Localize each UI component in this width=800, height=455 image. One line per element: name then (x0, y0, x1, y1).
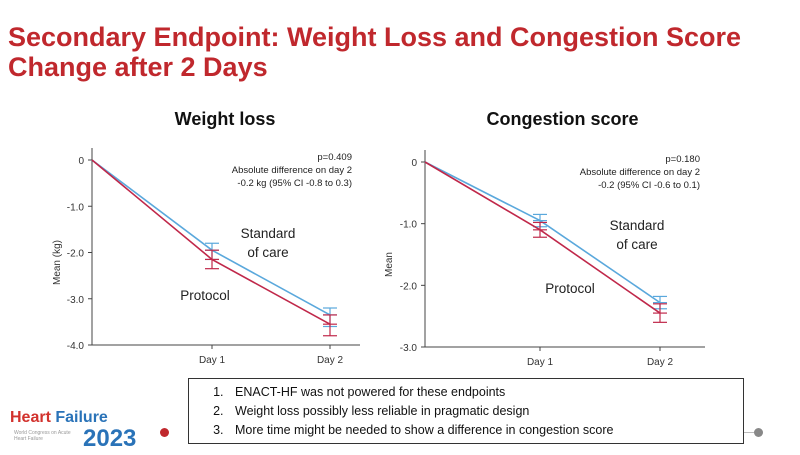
y-axis-label: Mean (384, 252, 395, 277)
note-item: More time might be needed to show a diff… (227, 421, 743, 440)
y-tick-label: -1.0 (400, 220, 418, 231)
progress-dot-gray (754, 428, 763, 437)
series-label-standard-of-care: Standard (241, 226, 296, 241)
series-label-standard-of-care: Standard (610, 218, 665, 233)
note-item: ENACT-HF was not powered for these endpo… (227, 383, 743, 402)
y-tick-label: -2.0 (400, 281, 418, 292)
logo-word-heart: Heart (10, 409, 51, 426)
y-tick-label: 0 (411, 158, 417, 169)
x-tick-label: Day 2 (647, 357, 674, 368)
logo-year: 2023 (83, 425, 137, 452)
y-tick-label: -1.0 (67, 202, 85, 213)
y-tick-label: -2.0 (67, 249, 85, 260)
stat-line: p=0.409 (317, 152, 352, 163)
charts-canvas: 0 -1.0 -2.0 -3.0 -4.0 Day 1 Day 2 Mean (kg) p=0.… (52, 148, 705, 368)
series-label-standard-of-care: of care (247, 245, 288, 260)
heart-failure-logo: Heart Failure World Congress on Acute He… (10, 409, 180, 453)
chart-title-weight-loss: Weight loss (174, 109, 276, 129)
y-tick-label: -3.0 (67, 295, 85, 306)
notes-box: ENACT-HF was not powered for these endpo… (188, 378, 744, 444)
stat-line: -0.2 kg (95% CI -0.8 to 0.3) (237, 178, 352, 189)
logo-word-failure: Failure (55, 409, 108, 426)
series-label-standard-of-care: of care (616, 237, 657, 252)
slide-title: Secondary Endpoint: Weight Loss and Cong… (8, 22, 742, 82)
y-tick-label: -4.0 (67, 341, 85, 352)
progress-dot-red (160, 428, 169, 437)
stat-line: Absolute difference on day 2 (232, 165, 352, 176)
x-tick-label: Day 1 (527, 357, 554, 368)
y-tick-label: -3.0 (400, 343, 418, 354)
progress-line (744, 432, 754, 433)
chart-title-congestion-score: Congestion score (486, 109, 639, 129)
logo-subtitle: World Congress on Acute Heart Failure (14, 430, 71, 442)
y-axis-label: Mean (kg) (52, 240, 63, 285)
y-tick-label: 0 (78, 156, 84, 167)
stat-line: -0.2 (95% CI -0.6 to 0.1) (598, 180, 700, 191)
series-label-protocol: Protocol (545, 281, 595, 296)
stat-line: p=0.180 (665, 154, 700, 165)
note-item: Weight loss possibly less reliable in pr… (227, 402, 743, 421)
stat-line: Absolute difference on day 2 (580, 167, 700, 178)
series-label-protocol: Protocol (180, 288, 230, 303)
x-tick-label: Day 2 (317, 355, 344, 366)
x-tick-label: Day 1 (199, 355, 226, 366)
